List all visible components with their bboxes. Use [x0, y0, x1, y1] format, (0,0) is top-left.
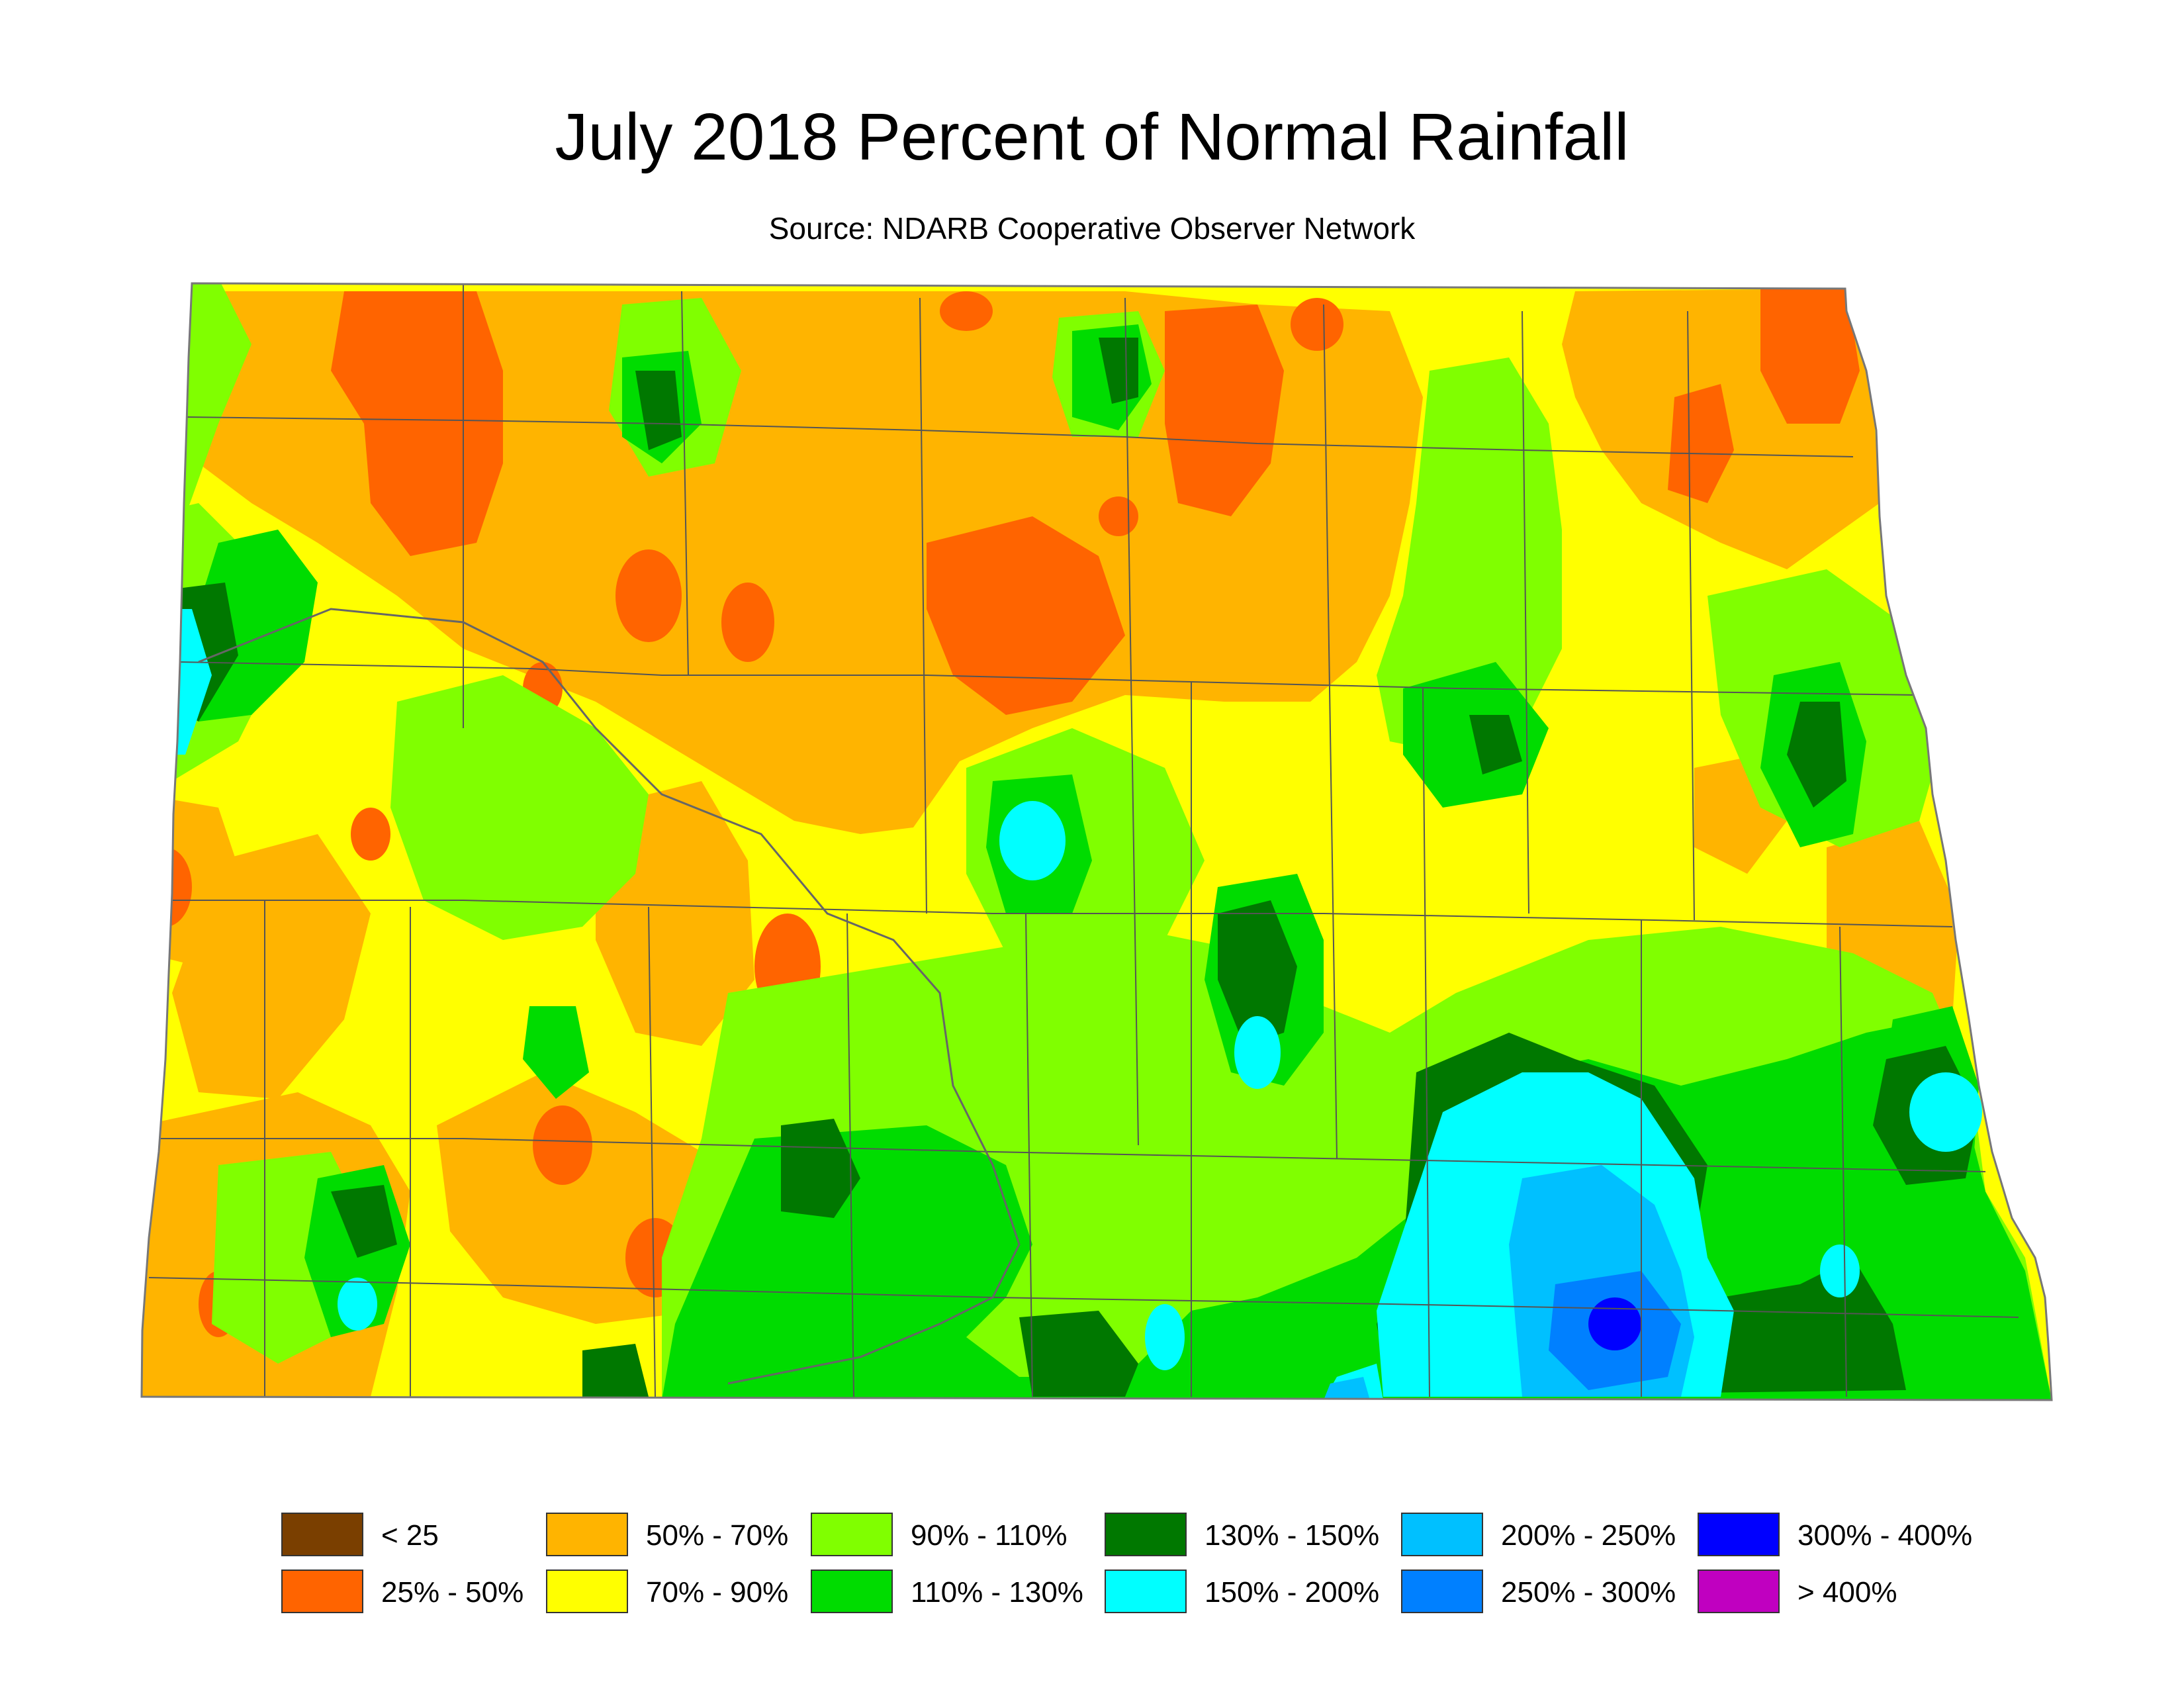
map-subtitle: Source: NDARB Cooperative Observer Netwo… — [768, 211, 1416, 246]
legend-label: 25% - 50% — [381, 1576, 523, 1609]
legend-swatch — [1698, 1513, 1780, 1556]
legend-swatch — [1105, 1513, 1187, 1556]
legend-label: < 25 — [381, 1519, 439, 1552]
legend-label: 110% - 130% — [911, 1576, 1083, 1609]
legend-swatch — [1105, 1570, 1187, 1613]
legend-label: 70% - 90% — [646, 1576, 788, 1609]
river-line — [198, 608, 1021, 1385]
legend-label: 90% - 110% — [911, 1519, 1067, 1552]
state-outline — [140, 282, 2053, 1401]
legend-label: 150% - 200% — [1205, 1576, 1379, 1609]
legend: < 25 25% - 50% 50% - 70% 70% - 90% 90% - 110… — [281, 1513, 1972, 1613]
legend-swatch — [1698, 1570, 1780, 1613]
legend-swatch — [546, 1570, 628, 1613]
map-title: July 2018 Percent of Normal Rainfall — [555, 100, 1629, 174]
legend-label: 50% - 70% — [646, 1519, 788, 1552]
legend-label: 250% - 300% — [1501, 1576, 1676, 1609]
rainfall-fill — [142, 283, 2052, 1400]
legend-swatch — [1401, 1570, 1483, 1613]
legend-swatch — [546, 1513, 628, 1556]
legend-swatch — [811, 1513, 893, 1556]
legend-label: > 400% — [1797, 1576, 1897, 1609]
legend-swatch — [811, 1570, 893, 1613]
legend-label: 130% - 150% — [1205, 1519, 1379, 1552]
legend-swatch — [281, 1570, 363, 1613]
legend-label: 200% - 250% — [1501, 1519, 1676, 1552]
legend-label: 300% - 400% — [1797, 1519, 1972, 1552]
legend-swatch — [281, 1513, 363, 1556]
legend-swatch — [1401, 1513, 1483, 1556]
